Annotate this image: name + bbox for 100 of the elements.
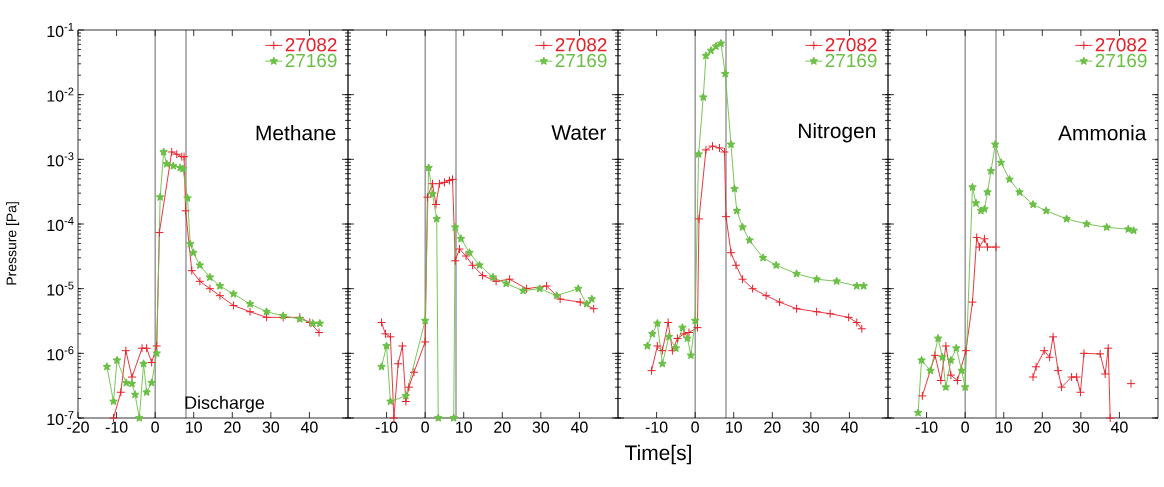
x-tick-label: 30 xyxy=(262,421,280,433)
point xyxy=(215,291,225,301)
point xyxy=(980,204,989,213)
point xyxy=(420,316,430,325)
x-tick-label: 40 xyxy=(1110,421,1128,433)
point xyxy=(1095,349,1105,359)
point xyxy=(936,376,946,385)
point xyxy=(433,413,443,422)
point xyxy=(775,297,785,307)
point xyxy=(1057,382,1067,392)
point xyxy=(683,333,692,343)
point xyxy=(664,332,674,341)
point xyxy=(730,184,739,193)
point xyxy=(996,158,1006,167)
x-tick-label: 40 xyxy=(300,421,318,433)
point xyxy=(431,200,441,210)
y-tick-label: 10$^{-2}$ xyxy=(47,87,74,102)
point xyxy=(946,355,956,365)
point xyxy=(1028,372,1038,382)
point xyxy=(678,323,687,332)
point xyxy=(456,234,466,243)
x-tick-label: -10 xyxy=(915,421,938,433)
point xyxy=(228,300,238,310)
point xyxy=(738,222,747,231)
point xyxy=(990,139,1000,149)
point xyxy=(694,214,704,224)
x-tick-label: 0 xyxy=(961,421,969,433)
text: Water xyxy=(551,125,607,140)
point xyxy=(671,343,681,352)
point xyxy=(1072,372,1082,382)
point xyxy=(475,260,484,269)
point xyxy=(716,38,726,48)
x-tick-label: -10 xyxy=(375,421,398,433)
point xyxy=(162,159,171,168)
point xyxy=(1082,219,1091,228)
point xyxy=(432,214,442,223)
point xyxy=(647,366,657,376)
y-tick-label: 10$^{-3}$ xyxy=(47,152,74,167)
point xyxy=(386,397,395,406)
point xyxy=(926,366,935,375)
point xyxy=(127,372,137,382)
point xyxy=(812,274,821,283)
point xyxy=(812,307,822,317)
point xyxy=(957,366,966,375)
point xyxy=(112,355,122,365)
point xyxy=(424,163,433,172)
point xyxy=(1103,343,1113,353)
point xyxy=(159,147,168,156)
point xyxy=(401,397,411,406)
point xyxy=(142,343,152,353)
point xyxy=(991,242,1001,252)
y-tick-label: 10$^{-5}$ xyxy=(47,281,74,296)
point xyxy=(951,343,961,352)
x-tick-label: 10 xyxy=(726,421,742,433)
point xyxy=(121,346,131,356)
point xyxy=(465,248,474,257)
point xyxy=(968,297,977,307)
point xyxy=(974,242,984,252)
point xyxy=(986,166,996,175)
point xyxy=(983,187,992,196)
x-tick-label: 10 xyxy=(996,421,1012,433)
point xyxy=(315,318,325,328)
point xyxy=(450,222,460,231)
x-tick-label: 30 xyxy=(1072,421,1090,433)
point xyxy=(983,242,993,252)
point xyxy=(488,272,498,282)
point xyxy=(748,284,758,294)
point xyxy=(393,359,403,369)
point xyxy=(168,161,178,170)
x-axis-title: Time[s] xyxy=(625,444,691,465)
point xyxy=(195,260,205,269)
point xyxy=(941,382,951,391)
point xyxy=(1105,413,1115,423)
point xyxy=(181,206,191,216)
x-tick-label: 0 xyxy=(421,421,429,433)
point xyxy=(189,248,198,257)
point xyxy=(690,316,700,325)
point xyxy=(102,362,112,371)
point xyxy=(147,358,157,368)
point xyxy=(1005,174,1014,184)
x-tick-label: 0 xyxy=(691,421,699,433)
point xyxy=(377,362,386,371)
x-tick-label: -10 xyxy=(105,421,128,433)
point xyxy=(450,256,460,266)
point xyxy=(745,235,754,245)
point xyxy=(726,139,736,149)
point xyxy=(139,359,148,368)
annotation: Discharge xyxy=(185,395,265,413)
point xyxy=(439,177,449,187)
point xyxy=(142,387,151,396)
point xyxy=(195,276,205,286)
text: Nitrogen xyxy=(799,122,876,143)
point xyxy=(428,189,437,198)
text: Ammonia xyxy=(1058,124,1147,141)
point xyxy=(726,248,736,258)
point xyxy=(382,341,391,350)
point xyxy=(643,341,652,350)
point xyxy=(245,299,255,308)
point xyxy=(731,260,741,270)
point xyxy=(501,279,511,288)
